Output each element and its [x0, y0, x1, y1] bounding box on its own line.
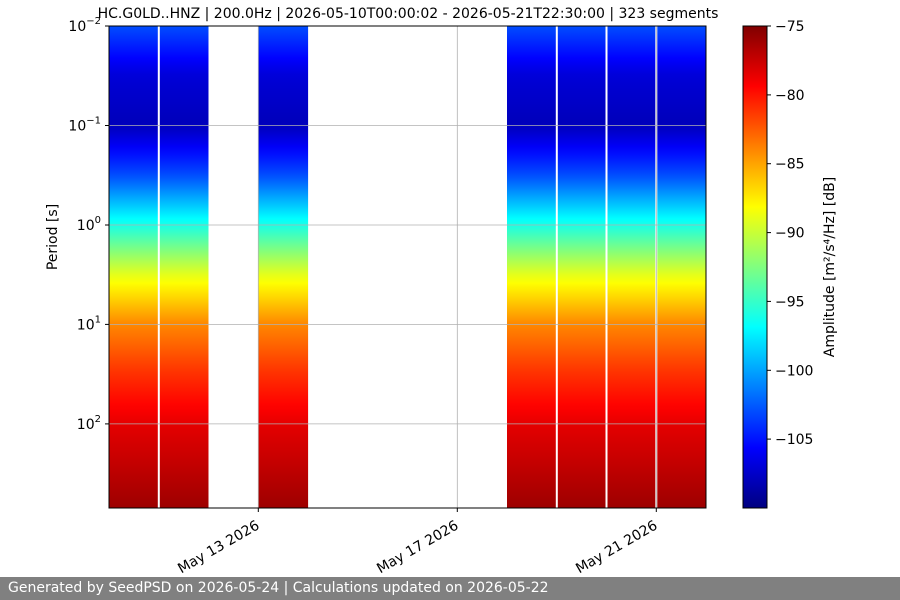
footer-banner: Generated by SeedPSD on 2026-05-24 | Cal…: [0, 577, 900, 600]
data-block: [258, 26, 309, 508]
colorbar-tick-label: −75: [775, 19, 805, 35]
y-tick-label: 101: [77, 314, 101, 333]
x-tick-label: May 17 2026: [374, 518, 461, 577]
colorbar-label: Amplitude [m²/s⁴/Hz] [dB]: [822, 177, 838, 357]
chart-title: HC.G0LD..HNZ | 200.0Hz | 2026-05-10T00:0…: [98, 6, 719, 22]
colorbar: −75 −80 −85 −90 −95 −100 −105: [742, 19, 813, 509]
y-axis-label: Period [s]: [45, 204, 61, 270]
day-separator: [157, 26, 160, 508]
spectrogram-area: [109, 26, 706, 508]
y-tick-label: 102: [77, 414, 101, 433]
x-tick-label: May 21 2026: [573, 518, 660, 577]
x-tick-label: May 13 2026: [175, 518, 262, 577]
y-tick-label: 10−1: [68, 116, 101, 135]
colorbar-tick-label: −105: [775, 432, 813, 448]
y-tick-label: 100: [77, 215, 101, 234]
day-separator: [605, 26, 608, 508]
y-tick-label: 10−2: [68, 16, 101, 35]
y-axis: 10−2 10−1 100 101 102: [68, 16, 109, 433]
colorbar-gradient: [742, 25, 768, 509]
colorbar-tick-label: −100: [775, 363, 813, 379]
colorbar-tick-label: −95: [775, 294, 805, 310]
colorbar-tick-label: −80: [775, 88, 805, 104]
day-separator: [555, 26, 558, 508]
colorbar-tick-label: −90: [775, 226, 805, 242]
x-axis: May 13 2026 May 17 2026 May 21 2026: [175, 508, 660, 577]
plot-frame: [108, 25, 707, 509]
colorbar-tick-label: −85: [775, 157, 805, 173]
psd-chart: HC.G0LD..HNZ | 200.0Hz | 2026-05-10T00:0…: [45, 6, 838, 577]
grid: [109, 25, 706, 508]
data-block-fill: [258, 26, 309, 508]
